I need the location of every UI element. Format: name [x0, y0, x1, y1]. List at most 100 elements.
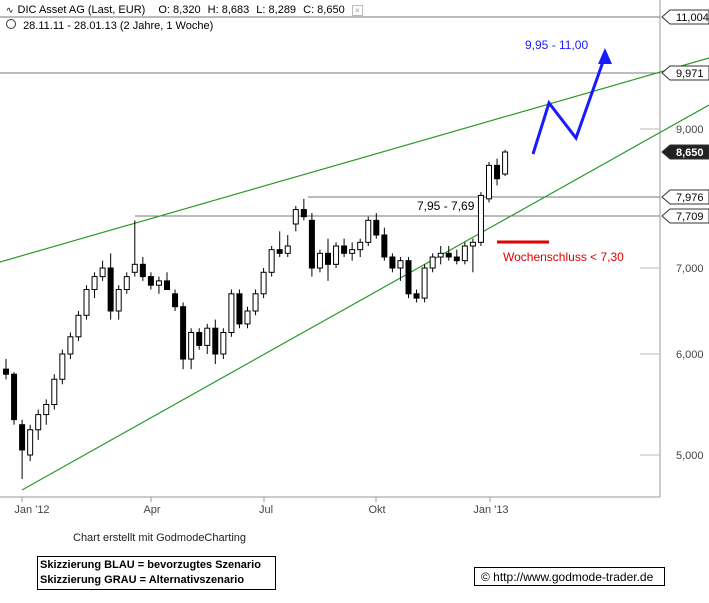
annotation-stop-condition: Wochenschluss < 7,30: [503, 250, 624, 264]
chart-credit: Chart erstellt mit GodmodeCharting: [73, 532, 247, 544]
legend-note-box: Skizzierung BLAU = bevorzugtes Szenario …: [37, 556, 276, 590]
x-tick-label: Jan '13: [473, 504, 508, 516]
candle-body: [51, 378, 58, 405]
note-grey: Skizzierung GRAU = Alternativszenario: [40, 574, 245, 586]
note-blue: Skizzierung BLAU = bevorzugtes Szenario: [40, 559, 261, 571]
candle-body: [212, 327, 219, 355]
candle-body: [147, 276, 154, 286]
blue-scenario-path: [531, 55, 607, 155]
candle-body: [405, 260, 412, 295]
price-tag-box: [661, 9, 709, 25]
candle-body: [115, 289, 122, 312]
candle-body: [333, 245, 340, 265]
candle-body: [389, 256, 396, 269]
y-tick-label: 7,000: [676, 263, 704, 275]
candle-body: [477, 194, 484, 243]
price-tag-label: 7,709: [676, 211, 704, 223]
candle-body: [139, 263, 146, 278]
price-tag-box: [661, 65, 709, 81]
y-axis-labels: 5,000 6,000 7,000 9,000: [676, 124, 704, 462]
clock-icon: [6, 19, 16, 29]
x-axis-labels: Jan '12 Apr Jul Okt Jan '13: [14, 504, 508, 516]
grid-layer: [21, 128, 660, 502]
candle-body: [91, 276, 98, 291]
price-tag-label: 8,650: [676, 147, 704, 159]
copyright-link[interactable]: © http://www.godmode-trader.de: [474, 567, 665, 586]
candle-body: [502, 151, 509, 175]
candle-body: [236, 293, 243, 325]
candle-body: [357, 241, 364, 251]
candle-body: [220, 332, 227, 355]
candle-body: [325, 252, 331, 265]
candle-body: [308, 219, 315, 269]
chart-title: DIC Asset AG (Last, EUR): [17, 4, 146, 16]
annotation-target-zone: 9,95 - 11,00: [525, 38, 588, 52]
candle-body: [67, 336, 74, 355]
close-icon[interactable]: ×: [351, 5, 363, 16]
candle-body: [453, 256, 460, 262]
candle-body: [59, 353, 66, 380]
candle-body: [131, 263, 138, 273]
candle-body: [486, 164, 492, 200]
price-tag-box: [661, 208, 709, 224]
candle-body: [349, 249, 356, 254]
candle-body: [397, 260, 404, 269]
chart-header: ∿ DIC Asset AG (Last, EUR) O: 8,320 H: 8,…: [6, 4, 367, 16]
candle-body: [35, 414, 42, 431]
candle-body: [3, 368, 9, 375]
y-tick-label: 5,000: [676, 450, 704, 462]
y-tick-label: 6,000: [676, 349, 704, 361]
candle-layer: [3, 149, 509, 479]
price-tag-label: 11,004: [676, 12, 709, 24]
candle-body: [11, 373, 18, 421]
chart-range: 28.11.11 - 28.01.13 (2 Jahre, 1 Woche): [6, 19, 217, 32]
candle-body: [99, 267, 106, 278]
price-tag-box: [661, 189, 709, 205]
candle-body: [172, 293, 179, 308]
ohlc-close: C: 8,650: [303, 4, 345, 16]
candle-body: [292, 209, 299, 225]
candle-body: [429, 256, 436, 269]
candle-body: [27, 429, 34, 456]
candle-body: [461, 245, 468, 262]
price-tag-label: 9,971: [676, 68, 704, 80]
candle-body: [107, 267, 114, 312]
annotation-support-zone: 7,95 - 7,69: [417, 199, 475, 213]
price-tag-label: 7,976: [676, 192, 704, 204]
ohlc-low: L: 8,289: [256, 4, 297, 16]
upper-trendline: [0, 57, 709, 263]
ohlc-high: H: 8,683: [207, 4, 250, 16]
candle-body: [204, 327, 211, 346]
candle-body: [155, 280, 162, 286]
lower-trendline: [21, 104, 709, 491]
annotation-layer: 9,95 - 11,00 7,95 - 7,69 Wochenschluss < 7…: [417, 38, 624, 264]
candle-body: [381, 234, 388, 258]
candle-body: [469, 241, 476, 247]
price-tag-layer: 11,004 9,971 8,650 7,976 7,709: [661, 9, 709, 224]
candle-body: [341, 245, 348, 254]
candle-body: [316, 252, 323, 269]
price-tag-box: [661, 144, 709, 160]
candle-body: [164, 280, 170, 290]
x-tick-label: Jan '12: [14, 504, 49, 516]
chart-symbol-icon: ∿: [6, 5, 14, 15]
x-tick-label: Jul: [259, 504, 273, 516]
candle-body: [75, 314, 82, 338]
candle-body: [445, 252, 452, 258]
candle-body: [365, 219, 372, 243]
candle-body: [300, 209, 307, 218]
x-tick-label: Apr: [143, 504, 160, 516]
candle-body: [19, 424, 26, 451]
candle-body: [180, 306, 187, 360]
candle-body: [276, 249, 283, 254]
candle-body: [43, 404, 50, 416]
candle-body: [260, 271, 267, 295]
candle-body: [421, 267, 428, 299]
chart-date-range: 28.11.11 - 28.01.13 (2 Jahre, 1 Woche): [23, 20, 214, 32]
candle-body: [123, 276, 130, 291]
candle-body: [252, 293, 259, 312]
candle-body: [83, 289, 90, 316]
candle-body: [413, 293, 420, 299]
ohlc-open: O: 8,320: [158, 4, 201, 16]
trendline-layer: [0, 16, 709, 491]
